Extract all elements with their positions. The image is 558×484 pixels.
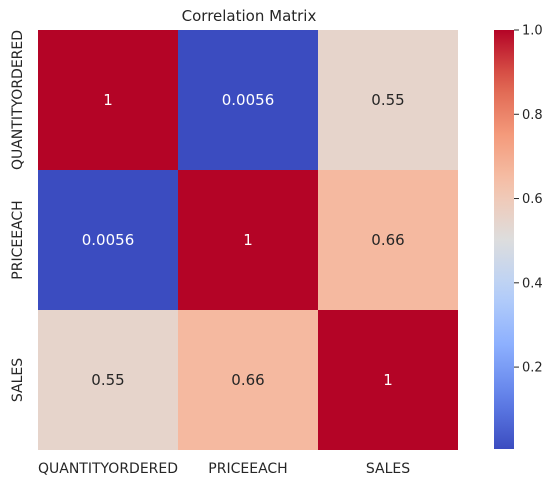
x-axis-tick-labels: QUANTITYORDERED PRICEEACH SALES [38, 461, 410, 477]
heatmap-cell-0-0 [38, 30, 178, 170]
heatmap-cell-0-1 [178, 30, 318, 170]
y-tick-label-0: QUANTITYORDERED [10, 30, 26, 170]
colorbar-tick-label-1: 0.4 [522, 276, 543, 291]
cell-label-0-2: 0.55 [371, 91, 404, 109]
colorbar-tick-label-3: 0.8 [522, 108, 543, 123]
colorbar-gradient [494, 30, 514, 449]
colorbar-tick-label-2: 0.6 [522, 192, 543, 207]
heatmap-cell-0-2 [318, 30, 458, 170]
colorbar: 0.2 0.4 0.6 0.8 1.0 [494, 24, 543, 449]
colorbar-tick-label-4: 1.0 [522, 24, 543, 39]
cell-label-0-0: 1 [103, 91, 113, 109]
x-tick-label-1: PRICEEACH [208, 461, 287, 477]
chart-title: Correlation Matrix [182, 7, 317, 25]
cell-label-1-1: 1 [243, 231, 253, 249]
heatmap-cell-2-0 [38, 310, 178, 450]
cell-label-1-2: 0.66 [371, 231, 404, 249]
heatmap-cell-1-1 [178, 170, 318, 310]
x-tick-label-0: QUANTITYORDERED [38, 461, 178, 477]
cell-label-2-2: 1 [383, 371, 393, 389]
colorbar-tick-label-0: 0.2 [522, 361, 543, 376]
heatmap-cell-2-2 [318, 310, 458, 450]
heatmap-cells: 1 0.0056 0.55 0.0056 1 0.66 0.55 0.66 1 [38, 30, 458, 450]
cell-label-1-0: 0.0056 [82, 231, 135, 249]
x-tick-label-2: SALES [366, 461, 410, 477]
y-tick-label-2: SALES [10, 358, 26, 402]
heatmap-cell-1-0 [38, 170, 178, 310]
y-axis-tick-labels: QUANTITYORDERED PRICEEACH SALES [10, 30, 26, 402]
cell-label-0-1: 0.0056 [222, 91, 275, 109]
heatmap-cell-2-1 [178, 310, 318, 450]
y-tick-label-1: PRICEEACH [10, 200, 26, 279]
heatmap-cell-1-2 [318, 170, 458, 310]
cell-label-2-1: 0.66 [231, 371, 264, 389]
cell-label-2-0: 0.55 [91, 371, 124, 389]
